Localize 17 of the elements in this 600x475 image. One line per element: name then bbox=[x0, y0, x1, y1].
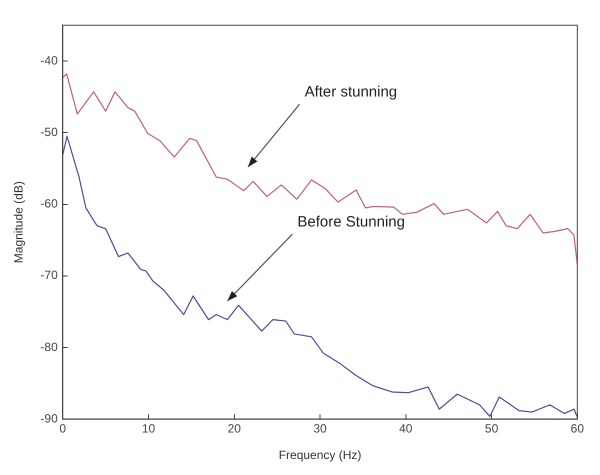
y-tick-label: -50 bbox=[40, 124, 58, 139]
y-tick-label: -60 bbox=[40, 196, 58, 211]
annotation: Before Stunning bbox=[297, 213, 405, 230]
annotation: After stunning bbox=[304, 83, 398, 100]
x-axis-title: Frequency (Hz) bbox=[278, 448, 362, 462]
x-tick-label: 0 bbox=[59, 422, 66, 436]
x-tick-label: 10 bbox=[142, 422, 156, 436]
x-tick-label: 40 bbox=[399, 422, 413, 436]
x-tick-label: 60 bbox=[570, 422, 584, 436]
x-tick-label: 20 bbox=[228, 422, 242, 436]
y-tick-label: -70 bbox=[40, 268, 58, 282]
x-tick-label: 30 bbox=[313, 422, 328, 436]
y-tick-label: -90 bbox=[40, 412, 58, 426]
y-axis-title: Magnitude (dB) bbox=[12, 181, 26, 264]
y-tick-label: -80 bbox=[40, 340, 58, 354]
y-tick-label: -40 bbox=[40, 53, 58, 68]
x-tick-label: 50 bbox=[484, 422, 499, 436]
